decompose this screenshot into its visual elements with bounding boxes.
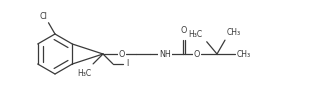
- Text: CH₃: CH₃: [237, 50, 251, 58]
- Text: NH: NH: [159, 50, 171, 58]
- Text: O: O: [181, 26, 187, 35]
- Text: H₃C: H₃C: [77, 69, 91, 78]
- Text: I: I: [126, 59, 128, 68]
- Text: Cl: Cl: [39, 12, 48, 21]
- Text: O: O: [194, 50, 200, 58]
- Text: O: O: [119, 50, 125, 58]
- Text: CH₃: CH₃: [227, 28, 241, 37]
- Text: H₃C: H₃C: [189, 30, 203, 39]
